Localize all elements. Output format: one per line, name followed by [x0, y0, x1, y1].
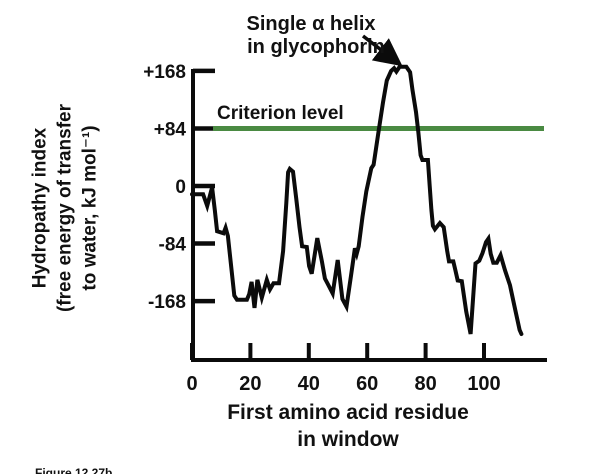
x-tick-label: 40: [298, 373, 320, 395]
y-axis-title-line-2: (free energy of transfer: [54, 104, 76, 313]
y-tick-label: +84: [154, 119, 187, 140]
x-axis-title-line-1: First amino acid residue: [227, 401, 469, 424]
x-tick-label: 80: [414, 373, 436, 395]
x-tick-label: 60: [356, 373, 378, 395]
annotation-line-2: in glycophorin: [247, 36, 385, 58]
y-tick-label: -84: [159, 235, 187, 256]
annotation-line-1: Single α helix: [247, 13, 376, 35]
y-axis-title: Hydropathy index (free energy of transfe…: [28, 48, 103, 368]
x-tick-label: 0: [186, 373, 197, 395]
x-axis-title-line-2: in window: [297, 428, 399, 451]
y-tick-label: +168: [143, 62, 186, 83]
y-axis-ticks: +168 +84 0 -84 -168: [143, 62, 215, 313]
x-axis-ticks: 0 20 40 60 80 100: [186, 343, 501, 395]
criterion-level-label: Criterion level: [217, 103, 344, 124]
y-axis-title-line-1: Hydropathy index: [29, 127, 51, 289]
y-tick-label: 0: [175, 177, 186, 198]
figure-caption: Figure 12.27b: [35, 466, 113, 474]
hydropathy-curve: [190, 64, 524, 336]
x-tick-label: 20: [239, 373, 261, 395]
y-tick-label: -168: [148, 292, 186, 313]
annotation-arrow: [361, 34, 403, 67]
y-axis-title-line-3: to water, kJ mol⁻¹): [79, 125, 101, 291]
x-tick-label: 100: [467, 373, 500, 395]
